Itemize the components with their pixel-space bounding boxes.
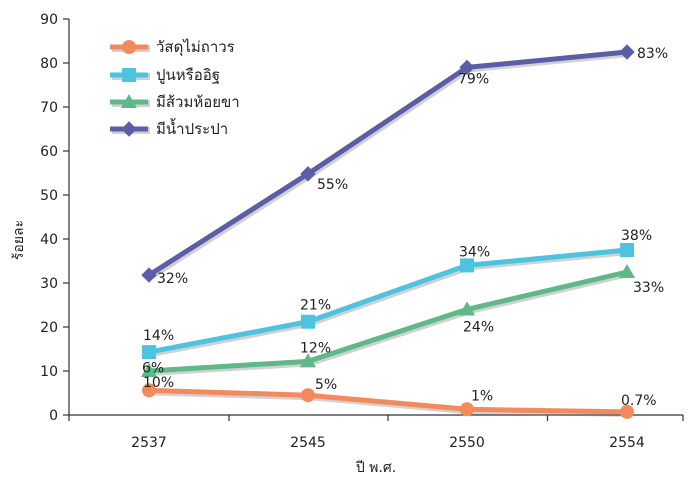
legend-entry: มีน้ำประปา bbox=[110, 118, 228, 138]
legend-entry: วัสดุไม่ถาวร bbox=[110, 38, 235, 57]
legend-marker bbox=[122, 40, 136, 54]
data-point bbox=[460, 402, 474, 417]
series-layer bbox=[140, 44, 636, 419]
series-line-shadow bbox=[148, 50, 629, 280]
data-point bbox=[619, 44, 635, 60]
data-label: 1% bbox=[471, 388, 493, 404]
y-tick-label: 50 bbox=[40, 188, 58, 204]
data-label: 0.7% bbox=[621, 393, 657, 409]
data-point bbox=[459, 59, 475, 76]
series-3 bbox=[140, 263, 636, 378]
x-tick-label: 2545 bbox=[290, 435, 326, 451]
legend-marker bbox=[122, 68, 136, 82]
data-label: 34% bbox=[459, 244, 490, 260]
data-labels: 6% 5% 1% 0.7% 14% 21% 34% 38% 10% 12% 24% 33% 32% 55%… bbox=[142, 46, 668, 409]
data-point bbox=[620, 243, 634, 257]
series-4 bbox=[141, 44, 635, 283]
axes: 0 10 20 30 40 50 60 70 80 90 2537 2545 2550 2554 bbox=[40, 12, 684, 451]
series-1 bbox=[142, 383, 634, 419]
legend-entry: ปูนหรืออิฐ bbox=[110, 66, 220, 84]
data-point bbox=[460, 258, 474, 273]
legend-label: ปูนหรืออิฐ bbox=[156, 66, 220, 84]
data-point bbox=[142, 345, 156, 360]
data-point bbox=[299, 353, 317, 368]
data-point bbox=[458, 301, 476, 316]
data-label: 32% bbox=[157, 271, 188, 287]
data-label: 24% bbox=[463, 319, 494, 335]
legend-label: วัสดุไม่ถาวร bbox=[156, 38, 235, 57]
data-label: 5% bbox=[315, 377, 337, 393]
x-tick-label: 2537 bbox=[131, 435, 167, 451]
legend-label: มีน้ำประปา bbox=[156, 118, 228, 138]
series-line bbox=[147, 49, 628, 278]
data-point bbox=[141, 267, 157, 283]
series-2 bbox=[142, 243, 634, 360]
data-label: 79% bbox=[458, 71, 489, 87]
data-label: 38% bbox=[621, 228, 652, 244]
y-tick-label: 60 bbox=[40, 144, 58, 160]
legend-marker bbox=[121, 121, 137, 137]
series-line bbox=[148, 269, 628, 374]
data-label: 14% bbox=[143, 328, 174, 344]
y-tick-label: 20 bbox=[40, 320, 58, 336]
legend-label: มีส้วมห้อยขา bbox=[156, 93, 240, 111]
data-label: 33% bbox=[633, 280, 664, 296]
legend-marker bbox=[120, 93, 138, 109]
series-line bbox=[148, 387, 628, 415]
x-axis-title: ปี พ.ศ. bbox=[355, 460, 396, 476]
data-point bbox=[140, 362, 158, 378]
y-tick-label: 70 bbox=[40, 100, 58, 116]
y-tick-label: 40 bbox=[40, 232, 58, 248]
y-tick-label: 10 bbox=[40, 364, 58, 380]
data-label: 12% bbox=[300, 340, 331, 356]
data-label: 21% bbox=[300, 298, 331, 314]
y-tick-label: 90 bbox=[40, 12, 58, 28]
x-tick-label: 2554 bbox=[609, 435, 645, 451]
data-point bbox=[618, 263, 636, 279]
data-label: 83% bbox=[637, 46, 668, 62]
data-point bbox=[620, 404, 634, 419]
y-tick-label: 0 bbox=[49, 408, 58, 424]
data-label: 10% bbox=[143, 375, 174, 391]
y-axis-title: ร้อยละ bbox=[11, 220, 27, 260]
legend: วัสดุไม่ถาวรปูนหรืออิฐมีส้วมห้อยขามีน้ำป… bbox=[110, 38, 240, 138]
x-tick-label: 2550 bbox=[449, 435, 485, 451]
data-point bbox=[301, 314, 315, 329]
data-point bbox=[142, 383, 156, 398]
data-label: 6% bbox=[142, 360, 164, 376]
legend-entry: มีส้วมห้อยขา bbox=[110, 93, 240, 111]
data-point bbox=[301, 388, 315, 403]
series-line bbox=[148, 247, 628, 355]
y-tick-label: 30 bbox=[40, 276, 58, 292]
y-tick-label: 80 bbox=[40, 56, 58, 72]
data-point bbox=[300, 166, 316, 182]
data-label: 55% bbox=[317, 177, 348, 193]
